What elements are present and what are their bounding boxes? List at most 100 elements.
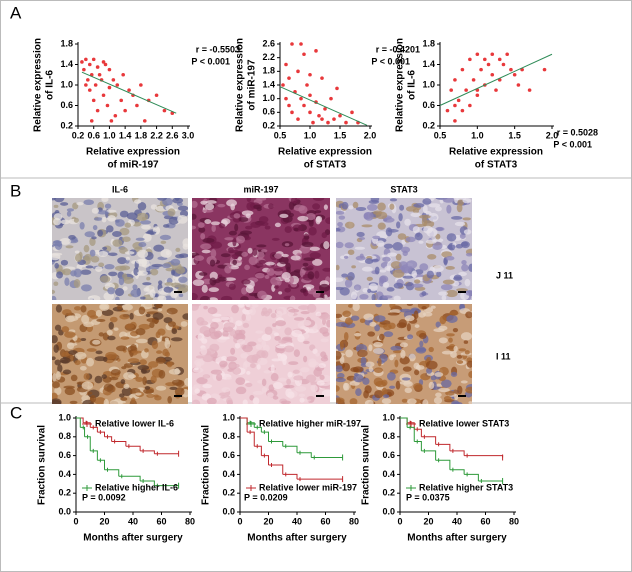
survival-step xyxy=(140,450,155,454)
cell xyxy=(167,321,177,327)
cell xyxy=(83,321,95,328)
y-tick-label: 0.0 xyxy=(382,506,395,516)
fit-line xyxy=(279,86,368,126)
point xyxy=(509,67,513,72)
cell xyxy=(400,349,406,359)
cell xyxy=(449,311,459,316)
cell xyxy=(210,248,217,258)
cell xyxy=(205,200,217,204)
cell xyxy=(202,384,213,389)
cell xyxy=(404,315,415,322)
cell xyxy=(312,258,323,266)
cell xyxy=(124,251,135,255)
cell xyxy=(106,225,114,233)
cell xyxy=(123,371,135,380)
cell xyxy=(468,371,472,378)
cell xyxy=(368,344,373,352)
cell xyxy=(73,217,79,223)
point xyxy=(299,96,303,101)
cell xyxy=(235,377,246,386)
point xyxy=(323,107,327,111)
cell xyxy=(202,374,211,379)
cell xyxy=(53,204,59,208)
point xyxy=(490,52,495,57)
cell xyxy=(301,241,314,247)
x-tick-label: 60 xyxy=(480,516,490,526)
legend-label: Relative higher IL-6 xyxy=(95,482,178,492)
x-axis-title: of STAT3 xyxy=(475,160,518,171)
cell xyxy=(220,316,230,321)
cell xyxy=(316,215,323,223)
cell xyxy=(167,395,173,404)
point xyxy=(460,108,465,113)
cell xyxy=(433,396,443,404)
cell xyxy=(442,279,455,285)
y-tick-label: 0.4 xyxy=(222,469,235,479)
cell xyxy=(441,295,447,300)
cell xyxy=(206,397,217,404)
cell xyxy=(325,217,330,225)
cell xyxy=(245,225,253,230)
cell xyxy=(228,249,239,254)
y-tick-label: 1.8 xyxy=(60,38,73,48)
cell xyxy=(235,235,246,244)
cell xyxy=(221,387,231,393)
cell xyxy=(264,225,271,230)
x-axis-title: Months after surgery xyxy=(407,533,507,544)
cells xyxy=(192,198,330,300)
cell xyxy=(326,319,330,328)
cell xyxy=(202,238,215,243)
cell xyxy=(229,328,236,337)
cell xyxy=(386,287,395,292)
cell xyxy=(86,348,97,352)
cell xyxy=(435,321,441,328)
cell xyxy=(281,272,291,280)
cell xyxy=(243,236,251,241)
y-tick-label: 0.6 xyxy=(222,450,235,460)
cell xyxy=(342,310,351,318)
cell xyxy=(137,201,147,211)
cell xyxy=(229,316,234,324)
cell xyxy=(468,263,472,272)
cell xyxy=(406,323,411,332)
cell xyxy=(278,256,289,265)
cell xyxy=(61,351,70,357)
cell xyxy=(318,283,330,292)
point xyxy=(109,119,114,123)
cell xyxy=(336,313,343,318)
x-tick-label: 2.6 xyxy=(166,130,179,140)
cell xyxy=(155,331,161,339)
cell xyxy=(278,291,283,295)
cell xyxy=(53,217,62,226)
point xyxy=(93,83,98,87)
cell xyxy=(170,258,181,266)
cell xyxy=(297,215,309,222)
y-tick-label: 1.8 xyxy=(422,38,435,48)
cell xyxy=(377,357,382,367)
cell xyxy=(256,251,265,259)
cell xyxy=(198,226,206,233)
cell xyxy=(241,210,254,216)
cell xyxy=(439,315,447,325)
cell xyxy=(235,386,247,395)
cell xyxy=(432,241,443,250)
cell xyxy=(109,399,121,404)
cell xyxy=(94,375,103,384)
cell xyxy=(272,323,277,327)
cell xyxy=(52,289,56,295)
point xyxy=(445,108,450,113)
cell xyxy=(177,214,188,224)
cell xyxy=(194,255,205,262)
y-tick-label: 1.0 xyxy=(262,93,275,103)
cell xyxy=(175,254,185,259)
cell xyxy=(167,208,176,217)
cell xyxy=(408,353,416,362)
cell xyxy=(197,222,205,228)
cell xyxy=(175,266,186,275)
cell xyxy=(157,295,167,300)
cell xyxy=(109,316,118,323)
cell xyxy=(399,204,405,211)
cell xyxy=(345,349,353,358)
cell xyxy=(94,397,106,404)
cell xyxy=(195,355,205,359)
